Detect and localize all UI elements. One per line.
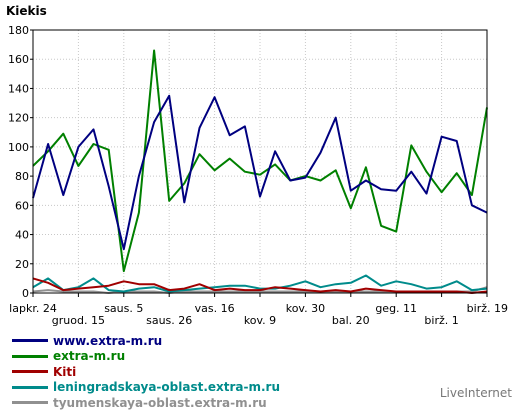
x-tick-label: bal. 20 <box>332 314 370 327</box>
series-line-3 <box>32 274 488 293</box>
x-tick-label: kov. 30 <box>286 302 325 315</box>
legend-swatch <box>12 370 48 374</box>
y-tick-label: 80 <box>15 170 29 183</box>
y-tick-label: 20 <box>15 258 29 271</box>
series-line-0 <box>32 94 488 251</box>
y-tick-label: 160 <box>8 53 29 66</box>
y-tick-label: 60 <box>15 199 29 212</box>
watermark: LiveInternet <box>439 386 512 400</box>
x-tick-label: birž. 1 <box>424 314 458 327</box>
x-tick-label: saus. 5 <box>104 302 143 315</box>
legend-label: leningradskaya-oblast.extra-m.ru <box>53 380 281 395</box>
legend-label: extra-m.ru <box>53 349 126 364</box>
y-tick-label: 140 <box>8 82 29 95</box>
y-axis-title: Kiekis <box>6 4 47 18</box>
legend-item: Kiti <box>12 364 280 380</box>
legend-item: leningradskaya-oblast.extra-m.ru <box>12 380 280 396</box>
series-line-2 <box>32 277 488 294</box>
x-tick-label: vas. 16 <box>195 302 235 315</box>
legend-item: extra-m.ru <box>12 349 280 365</box>
y-tick-label: 180 <box>8 24 29 37</box>
legend-label: tyumenskaya-oblast.extra-m.ru <box>53 395 267 410</box>
legend-swatch <box>12 385 48 389</box>
legend-swatch <box>12 339 48 343</box>
legend-swatch <box>12 401 48 405</box>
legend-swatch <box>12 354 48 358</box>
legend-label: Kiti <box>53 364 77 379</box>
legend-item: tyumenskaya-oblast.extra-m.ru <box>12 395 280 411</box>
y-tick-label: 0 <box>22 287 29 300</box>
x-tick-label: birž. 19 <box>467 302 508 315</box>
x-tick-label: kov. 9 <box>244 314 276 327</box>
y-tick-label: 100 <box>8 141 29 154</box>
y-tick-label: 40 <box>15 229 29 242</box>
series-line-1 <box>32 49 488 273</box>
x-tick-label: saus. 26 <box>146 314 192 327</box>
y-tick-label: 120 <box>8 112 29 125</box>
legend-item: www.extra-m.ru <box>12 333 280 349</box>
x-tick-label: geg. 11 <box>375 302 417 315</box>
x-tick-label: gruod. 15 <box>52 314 105 327</box>
x-tick-label: lapkr. 24 <box>9 302 57 315</box>
legend-label: www.extra-m.ru <box>53 333 163 348</box>
legend: www.extra-m.ru extra-m.ru Kiti leningradska… <box>12 333 280 411</box>
